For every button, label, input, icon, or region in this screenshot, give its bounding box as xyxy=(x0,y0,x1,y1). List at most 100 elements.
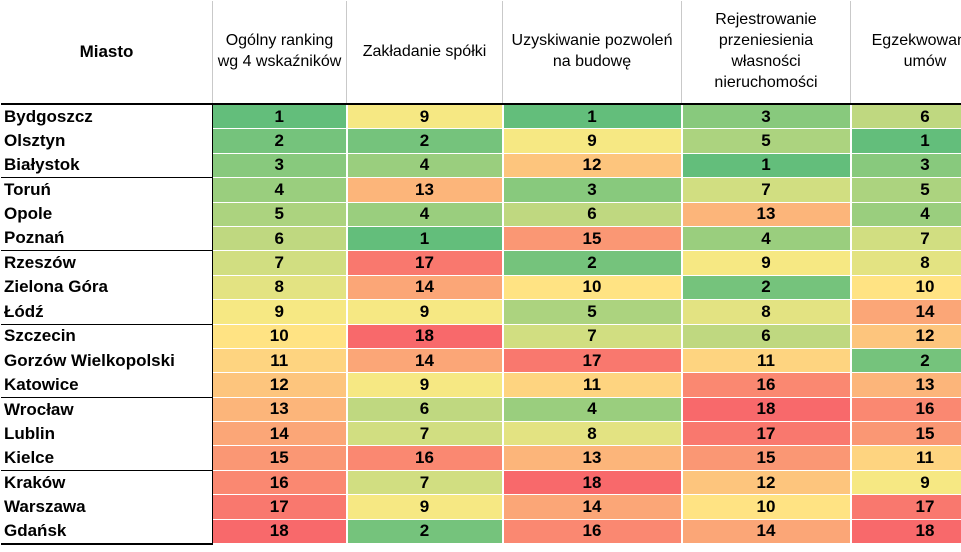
heat-cell-overall-ranking: 2 xyxy=(212,128,348,154)
column-header-starting-company: Zakładanie spółki xyxy=(346,1,503,105)
table-row: Zielona Góra 8 14 10 2 10 xyxy=(1,275,961,301)
heat-cell-contract-enforcement: 5 xyxy=(850,177,961,203)
heat-cell-construction-permits: 8 xyxy=(502,421,683,447)
heat-cell-starting-company: 14 xyxy=(346,348,504,374)
heat-cell-construction-permits: 11 xyxy=(502,372,683,398)
column-header-construction-permits: Uzyskiwanie pozwoleń na budowę xyxy=(502,1,682,105)
heat-cell-construction-permits: 9 xyxy=(502,128,683,154)
city-name-olsztyn: Olsztyn xyxy=(1,128,213,154)
heat-cell-property-registration: 7 xyxy=(681,177,852,203)
city-name-rzeszow: Rzeszów xyxy=(1,250,213,276)
heat-cell-starting-company: 1 xyxy=(346,226,504,252)
heat-cell-overall-ranking: 12 xyxy=(212,372,348,398)
table-row: Lublin 14 7 8 17 15 xyxy=(1,421,961,447)
heat-cell-contract-enforcement: 1 xyxy=(850,128,961,154)
heat-cell-overall-ranking: 3 xyxy=(212,153,348,179)
heat-cell-overall-ranking: 6 xyxy=(212,226,348,252)
heat-cell-starting-company: 2 xyxy=(346,128,504,154)
heat-cell-contract-enforcement: 10 xyxy=(850,275,961,301)
city-name-katowice: Katowice xyxy=(1,372,213,398)
heat-cell-construction-permits: 2 xyxy=(502,250,683,276)
heat-cell-overall-ranking: 18 xyxy=(212,519,348,546)
heat-cell-starting-company: 6 xyxy=(346,396,504,423)
heat-cell-overall-ranking: 5 xyxy=(212,202,348,227)
heat-cell-property-registration: 12 xyxy=(681,469,852,496)
table-row: Szczecin 10 18 7 6 12 xyxy=(1,323,961,349)
heat-cell-property-registration: 2 xyxy=(681,275,852,301)
city-name-szczecin: Szczecin xyxy=(1,323,213,349)
heat-cell-contract-enforcement: 9 xyxy=(850,469,961,496)
heat-cell-construction-permits: 16 xyxy=(502,519,683,546)
heat-cell-contract-enforcement: 14 xyxy=(850,299,961,325)
heat-cell-property-registration: 5 xyxy=(681,128,852,154)
heat-cell-construction-permits: 10 xyxy=(502,275,683,301)
column-header-property-registration: Rejestrowanie przeniesienia własności ni… xyxy=(681,1,851,105)
heat-cell-property-registration: 17 xyxy=(681,421,852,447)
heat-cell-construction-permits: 18 xyxy=(502,469,683,496)
heat-cell-property-registration: 15 xyxy=(681,445,852,471)
heat-cell-starting-company: 2 xyxy=(346,519,504,546)
heat-cell-contract-enforcement: 11 xyxy=(850,445,961,471)
city-name-poznan: Poznań xyxy=(1,226,213,251)
table-row: Toruń 4 13 3 7 5 xyxy=(1,177,961,203)
city-name-gdansk: Gdańsk xyxy=(1,519,213,546)
table-row: Katowice 12 9 11 16 13 xyxy=(1,372,961,398)
heat-cell-starting-company: 9 xyxy=(346,299,504,325)
heatmap-body: Bydgoszcz 1 9 1 3 6 Olsztyn 2 2 9 5 1 Białystok 3 4 12 1… xyxy=(1,104,961,546)
heat-cell-construction-permits: 3 xyxy=(502,177,683,203)
heat-cell-starting-company: 9 xyxy=(346,104,504,130)
table-row: Łódź 9 9 5 8 14 xyxy=(1,299,961,325)
heat-cell-overall-ranking: 15 xyxy=(212,445,348,471)
heat-cell-starting-company: 9 xyxy=(346,372,504,398)
heat-cell-starting-company: 13 xyxy=(346,177,504,203)
heat-cell-property-registration: 1 xyxy=(681,153,852,179)
city-name-zielona-gora: Zielona Góra xyxy=(1,275,213,300)
heat-cell-property-registration: 11 xyxy=(681,348,852,374)
heat-cell-contract-enforcement: 15 xyxy=(850,421,961,447)
table-row: Poznań 6 1 15 4 7 xyxy=(1,226,961,252)
city-name-torun: Toruń xyxy=(1,177,213,203)
heat-cell-property-registration: 14 xyxy=(681,519,852,546)
heat-cell-construction-permits: 12 xyxy=(502,153,683,179)
table-row: Rzeszów 7 17 2 9 8 xyxy=(1,250,961,276)
heat-cell-contract-enforcement: 13 xyxy=(850,372,961,398)
heat-cell-construction-permits: 1 xyxy=(502,104,683,130)
table-row: Białystok 3 4 12 1 3 xyxy=(1,153,961,179)
heat-cell-property-registration: 6 xyxy=(681,323,852,349)
heat-cell-construction-permits: 17 xyxy=(502,348,683,374)
table-row: Gorzów Wielkopolski 11 14 17 11 2 xyxy=(1,348,961,374)
table-row: Gdańsk 18 2 16 14 18 xyxy=(1,519,961,546)
header-row: Miasto Ogólny ranking wg 4 wskaźników Za… xyxy=(1,1,961,105)
heat-cell-property-registration: 16 xyxy=(681,372,852,398)
column-header-overall-ranking: Ogólny ranking wg 4 wskaźników xyxy=(212,1,347,105)
table-row: Warszawa 17 9 14 10 17 xyxy=(1,494,961,520)
city-name-krakow: Kraków xyxy=(1,469,213,495)
table-row: Opole 5 4 6 13 4 xyxy=(1,202,961,227)
heat-cell-construction-permits: 14 xyxy=(502,494,683,520)
city-name-gorzow-wielkopolski: Gorzów Wielkopolski xyxy=(1,348,213,373)
heat-cell-construction-permits: 5 xyxy=(502,299,683,325)
table-row: Wrocław 13 6 4 18 16 xyxy=(1,396,961,423)
heat-cell-property-registration: 9 xyxy=(681,250,852,276)
heat-cell-overall-ranking: 14 xyxy=(212,421,348,447)
heat-cell-starting-company: 17 xyxy=(346,250,504,276)
heat-cell-overall-ranking: 11 xyxy=(212,348,348,374)
heat-cell-contract-enforcement: 3 xyxy=(850,153,961,179)
city-name-lodz: Łódź xyxy=(1,299,213,325)
heat-cell-starting-company: 7 xyxy=(346,421,504,447)
heat-cell-property-registration: 13 xyxy=(681,202,852,227)
heat-cell-property-registration: 4 xyxy=(681,226,852,252)
heat-cell-overall-ranking: 8 xyxy=(212,275,348,301)
heat-cell-starting-company: 14 xyxy=(346,275,504,301)
heat-cell-starting-company: 18 xyxy=(346,323,504,349)
table-row: Bydgoszcz 1 9 1 3 6 xyxy=(1,104,961,130)
heat-cell-property-registration: 3 xyxy=(681,104,852,130)
heat-cell-starting-company: 9 xyxy=(346,494,504,520)
heat-cell-construction-permits: 6 xyxy=(502,202,683,227)
heat-cell-contract-enforcement: 17 xyxy=(850,494,961,520)
heat-cell-contract-enforcement: 4 xyxy=(850,202,961,227)
city-name-bydgoszcz: Bydgoszcz xyxy=(1,104,213,129)
heat-cell-construction-permits: 13 xyxy=(502,445,683,471)
heat-cell-starting-company: 4 xyxy=(346,153,504,179)
